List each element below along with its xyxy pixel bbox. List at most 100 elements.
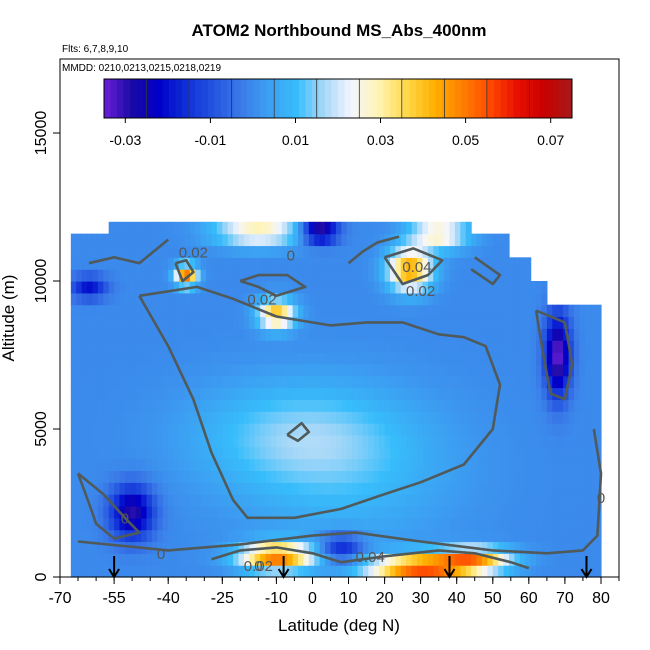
heatmap-cell [454, 399, 461, 412]
heatmap-cell [481, 304, 488, 318]
heatmap-cell [276, 352, 283, 365]
heatmap-cell [471, 245, 478, 258]
heatmap-cell [590, 304, 597, 318]
heatmap-cell [525, 281, 532, 294]
heatmap-cell [260, 494, 267, 507]
heatmap-cell [379, 399, 386, 412]
heatmap-cell [179, 257, 186, 270]
heatmap-cell [476, 387, 483, 400]
heatmap-cell [287, 517, 294, 531]
colorbar-segment [325, 79, 332, 118]
heatmap-cell [465, 505, 472, 519]
heatmap-cell [519, 434, 526, 448]
heatmap-cell [384, 541, 391, 554]
heatmap-cell [541, 328, 548, 341]
heatmap-cell [233, 411, 240, 424]
heatmap-cell [389, 399, 396, 412]
heatmap-cell [476, 505, 483, 519]
heatmap-cell [406, 446, 413, 460]
heatmap-cell [238, 541, 245, 554]
heatmap-cell [573, 328, 580, 341]
heatmap-cell [395, 494, 402, 507]
heatmap-cell [179, 221, 186, 235]
heatmap-cell [92, 553, 99, 566]
heatmap-cell [427, 316, 434, 329]
heatmap-cell [368, 257, 375, 270]
heatmap-cell [124, 517, 131, 531]
heatmap-cell [346, 399, 353, 412]
heatmap-cell [389, 553, 396, 566]
heatmap-cell [233, 458, 240, 472]
heatmap-cell [179, 494, 186, 507]
heatmap-cell [552, 316, 559, 329]
colorbar-segment [435, 79, 443, 118]
heatmap-cell [384, 352, 391, 365]
heatmap-cell [460, 233, 467, 247]
heatmap-cell [454, 458, 461, 472]
colorbar-tick-label: 0.01 [282, 132, 309, 148]
heatmap-cell [206, 423, 213, 436]
heatmap-cell [76, 553, 83, 566]
heatmap-cell [352, 245, 359, 258]
heatmap-cell [379, 292, 386, 306]
heatmap-cell [227, 482, 234, 495]
heatmap-cell [335, 245, 342, 258]
heatmap-cell [352, 352, 359, 365]
heatmap-cell [573, 304, 580, 318]
heatmap-cell [460, 565, 467, 578]
heatmap-cell [135, 565, 142, 578]
heatmap-cell [108, 281, 115, 294]
heatmap-cell [541, 375, 548, 389]
heatmap-cell [341, 541, 348, 554]
heatmap-cell [595, 470, 602, 483]
heatmap-cell [454, 316, 461, 329]
heatmap-cell [552, 446, 559, 460]
heatmap-cell [514, 269, 521, 282]
heatmap-cell [552, 434, 559, 448]
heatmap-cell [330, 387, 337, 400]
heatmap-cell [141, 233, 148, 247]
heatmap-cell [454, 553, 461, 566]
heatmap-cell [216, 340, 223, 353]
heatmap-cell [108, 494, 115, 507]
heatmap-cell [108, 399, 115, 412]
heatmap-cell [449, 541, 456, 554]
heatmap-cell [417, 458, 424, 472]
heatmap-cell [449, 553, 456, 566]
heatmap-cell [308, 375, 315, 389]
heatmap-cell [70, 387, 77, 400]
heatmap-cell [76, 316, 83, 329]
heatmap-cell [476, 446, 483, 460]
heatmap-cell [124, 292, 131, 306]
heatmap-cell [498, 494, 505, 507]
heatmap-cell [108, 411, 115, 424]
heatmap-cell [298, 221, 305, 235]
heatmap-cell [573, 434, 580, 448]
heatmap-cell [341, 352, 348, 365]
heatmap-cell [541, 482, 548, 495]
colorbar-segment [474, 79, 482, 118]
heatmap-cell [179, 553, 186, 566]
heatmap-cell [260, 352, 267, 365]
heatmap-cell [308, 470, 315, 483]
heatmap-cell [276, 340, 283, 353]
heatmap-cell [298, 411, 305, 424]
heatmap-cell [449, 387, 456, 400]
heatmap-cell [525, 363, 532, 377]
heatmap-cell [335, 328, 342, 341]
heatmap-cell [552, 328, 559, 341]
heatmap-cell [590, 458, 597, 472]
heatmap-cell [119, 387, 126, 400]
heatmap-cell [498, 434, 505, 448]
heatmap-cell [270, 458, 277, 472]
heatmap-cell [487, 541, 494, 554]
heatmap-cell [573, 541, 580, 554]
heatmap-cell [97, 257, 104, 270]
heatmap-cell [87, 458, 94, 472]
heatmap-cell [92, 399, 99, 412]
heatmap-cell [498, 387, 505, 400]
heatmap-cell [287, 316, 294, 329]
colorbar-frame [103, 78, 573, 119]
heatmap-cell [211, 221, 218, 235]
heatmap-cell [503, 458, 510, 472]
